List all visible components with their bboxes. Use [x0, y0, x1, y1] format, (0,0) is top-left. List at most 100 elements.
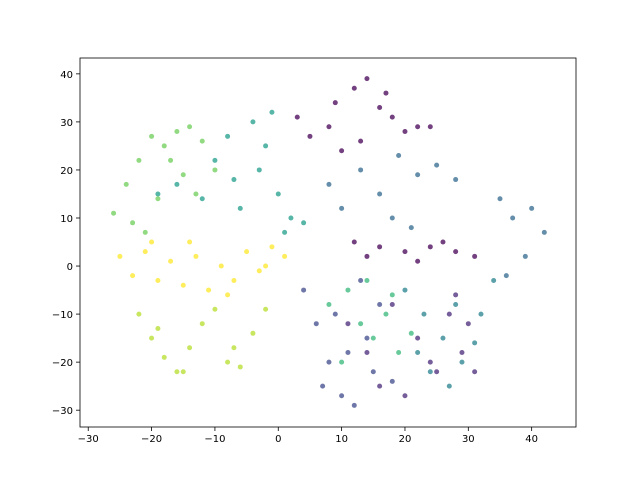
point [453, 301, 459, 307]
point [123, 181, 129, 187]
point [275, 191, 281, 197]
point [225, 292, 231, 298]
point [427, 369, 433, 375]
point [326, 124, 332, 130]
point [155, 326, 161, 332]
point [351, 239, 357, 245]
point [402, 129, 408, 135]
y-tick-label: −10 [52, 310, 73, 321]
point [383, 90, 389, 96]
plot-frame [79, 57, 577, 428]
point [396, 153, 402, 159]
point [370, 369, 376, 375]
y-tick-label: −30 [52, 406, 73, 417]
point [269, 244, 275, 250]
point [149, 335, 155, 341]
point [174, 369, 180, 375]
point [364, 253, 370, 259]
point [174, 129, 180, 135]
point [187, 239, 193, 245]
point [364, 335, 370, 341]
point [326, 181, 332, 187]
point [427, 124, 433, 130]
point [529, 205, 535, 211]
point [472, 253, 478, 259]
point [301, 287, 307, 293]
point [218, 263, 224, 269]
point [199, 138, 205, 144]
point [288, 215, 294, 221]
point [332, 311, 338, 317]
point [212, 157, 218, 163]
point [503, 273, 509, 279]
point [326, 301, 332, 307]
point [339, 359, 345, 365]
point [478, 311, 484, 317]
point [446, 383, 452, 389]
point [541, 229, 547, 235]
point [269, 109, 275, 115]
point [263, 263, 269, 269]
point [244, 249, 250, 255]
point [263, 306, 269, 312]
point [383, 311, 389, 317]
point [415, 335, 421, 341]
point [307, 133, 313, 139]
point [231, 277, 237, 283]
point [237, 205, 243, 211]
point [161, 143, 167, 149]
point [370, 335, 376, 341]
point [377, 301, 383, 307]
y-tick-label: 0 [67, 262, 73, 273]
point [180, 172, 186, 178]
point [339, 393, 345, 399]
point [339, 205, 345, 211]
point [180, 369, 186, 375]
point [168, 258, 174, 264]
point [402, 249, 408, 255]
point [111, 210, 117, 216]
point [187, 124, 193, 130]
point [364, 350, 370, 356]
point [320, 383, 326, 389]
point [389, 301, 395, 307]
point [453, 249, 459, 255]
point [212, 167, 218, 173]
point [364, 277, 370, 283]
point [459, 359, 465, 365]
point [225, 359, 231, 365]
point [377, 383, 383, 389]
point [402, 287, 408, 293]
point [453, 292, 459, 298]
point [351, 402, 357, 408]
point [364, 76, 370, 82]
point [136, 311, 142, 317]
point [453, 177, 459, 183]
point [491, 277, 497, 283]
x-tick-label: −30 [78, 434, 99, 445]
point [358, 277, 364, 283]
point [345, 350, 351, 356]
point [199, 321, 205, 327]
point [465, 321, 471, 327]
point [149, 133, 155, 139]
point [415, 350, 421, 356]
point [402, 393, 408, 399]
point [193, 253, 199, 259]
x-tick-label: 0 [275, 434, 281, 445]
point [415, 258, 421, 264]
point [377, 191, 383, 197]
x-tick-label: 40 [525, 434, 538, 445]
point [256, 268, 262, 274]
y-tick-label: 10 [60, 214, 73, 225]
point [446, 311, 452, 317]
point [434, 369, 440, 375]
point [358, 167, 364, 173]
point [389, 215, 395, 221]
point [345, 321, 351, 327]
point [225, 133, 231, 139]
point [142, 229, 148, 235]
point [332, 100, 338, 106]
point [250, 330, 256, 336]
point [358, 321, 364, 327]
